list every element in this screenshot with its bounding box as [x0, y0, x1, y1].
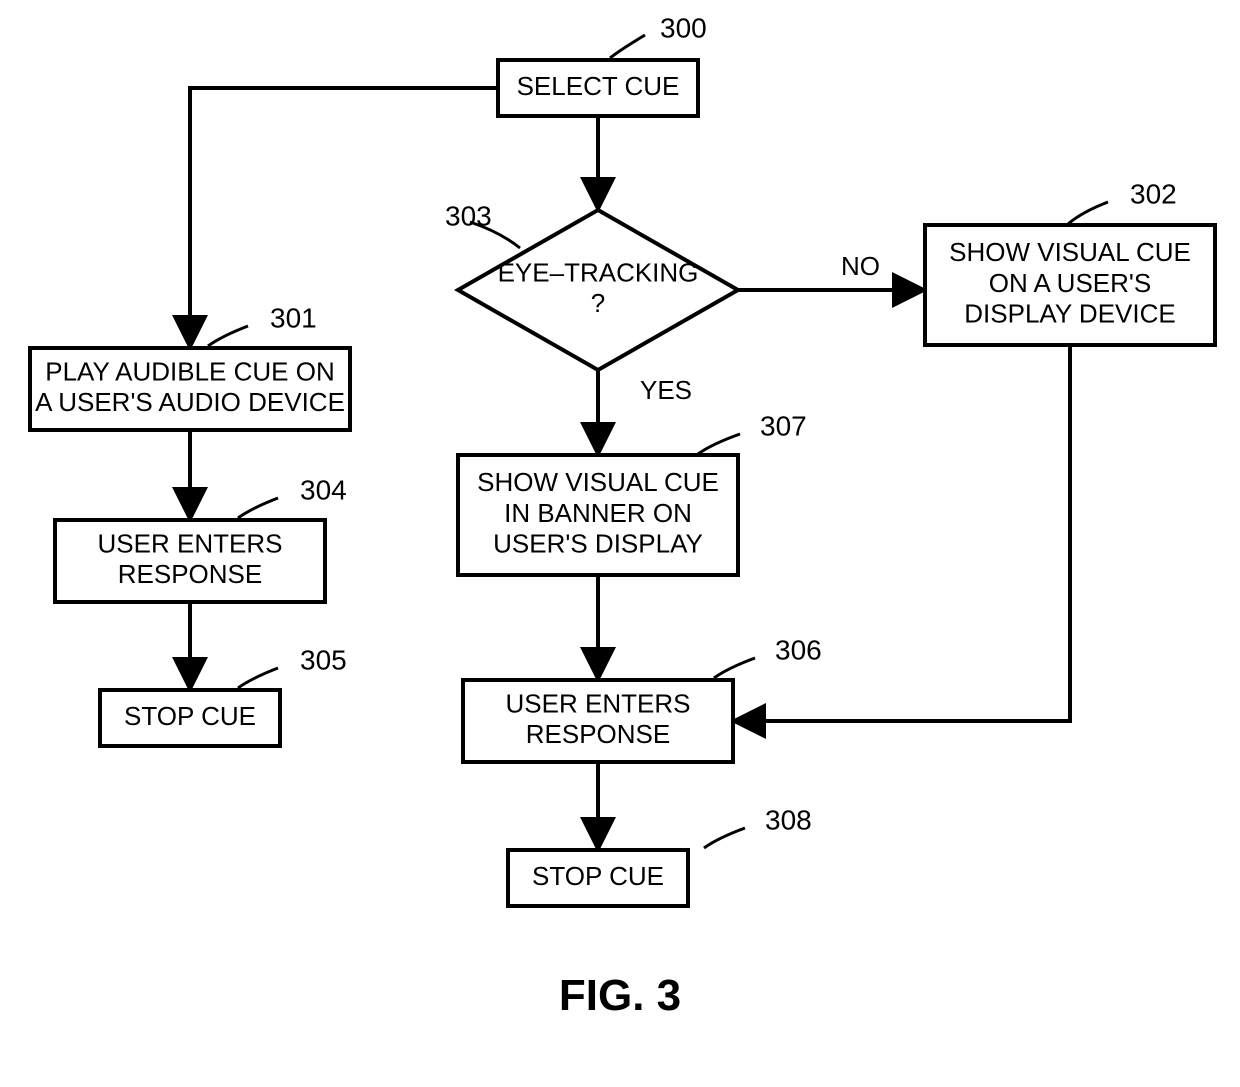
node-label: ?: [591, 288, 605, 318]
node-label: RESPONSE: [118, 559, 263, 589]
node-label: SHOW VISUAL CUE: [949, 237, 1191, 267]
ref-number: 300: [660, 12, 707, 43]
edge-label: NO: [841, 251, 880, 281]
node-label: PLAY AUDIBLE CUE ON: [45, 357, 334, 387]
node-n300: SELECT CUE: [498, 60, 698, 116]
ref-number: 301: [270, 302, 317, 333]
ref-number: 304: [300, 474, 347, 505]
ref-leader: [714, 658, 755, 678]
ref-leader: [238, 498, 278, 518]
node-n305: STOP CUE: [100, 690, 280, 746]
node-n301: PLAY AUDIBLE CUE ONA USER'S AUDIO DEVICE: [30, 348, 350, 430]
node-label: EYE–TRACKING: [498, 258, 699, 288]
nodes-layer: SELECT CUE EYE–TRACKING? PLAY AUDIBLE CUE …: [30, 60, 1215, 906]
node-label: ON A USER'S: [989, 268, 1151, 298]
ref-number: 306: [775, 634, 822, 665]
ref-leader: [208, 326, 248, 346]
node-n308: STOP CUE: [508, 850, 688, 906]
node-n306: USER ENTERSRESPONSE: [463, 680, 733, 762]
ref-number: 305: [300, 644, 347, 675]
node-label: USER ENTERS: [506, 689, 691, 719]
ref-leader: [610, 35, 645, 58]
node-label: A USER'S AUDIO DEVICE: [35, 387, 345, 417]
node-label: USER ENTERS: [98, 529, 283, 559]
ref-leader: [698, 434, 740, 454]
ref-leader: [704, 828, 745, 848]
node-label: IN BANNER ON: [504, 498, 692, 528]
ref-leader: [238, 668, 278, 688]
ref-number: 302: [1130, 178, 1177, 209]
edge-label: YES: [640, 375, 692, 405]
node-n302: SHOW VISUAL CUEON A USER'SDISPLAY DEVICE: [925, 225, 1215, 345]
figure-caption: FIG. 3: [559, 971, 681, 1020]
node-label: SELECT CUE: [517, 71, 680, 101]
node-label: STOP CUE: [532, 861, 664, 891]
node-label: DISPLAY DEVICE: [964, 299, 1175, 329]
node-label: RESPONSE: [526, 719, 671, 749]
node-n304: USER ENTERSRESPONSE: [55, 520, 325, 602]
node-label: USER'S DISPLAY: [493, 529, 703, 559]
ref-number: 308: [765, 804, 812, 835]
ref-number: 307: [760, 410, 807, 441]
node-n307: SHOW VISUAL CUEIN BANNER ONUSER'S DISPLA…: [458, 455, 738, 575]
ref-number: 303: [445, 200, 492, 231]
node-label: SHOW VISUAL CUE: [477, 467, 719, 497]
ref-leader: [1068, 202, 1108, 224]
node-label: STOP CUE: [124, 701, 256, 731]
flowchart-canvas: NO YES SELECT CUE EYE–TRACKING? PLAY AUDIBL…: [0, 0, 1240, 1087]
